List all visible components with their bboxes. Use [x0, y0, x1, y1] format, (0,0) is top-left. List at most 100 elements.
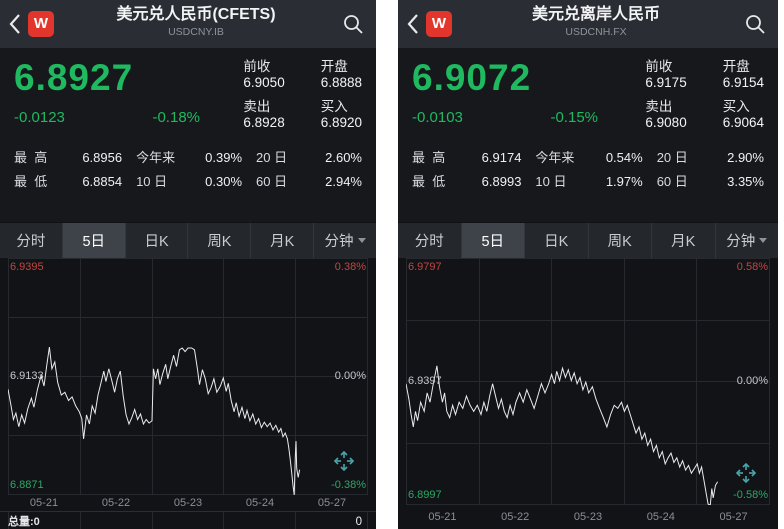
change-row: -0.0103 -0.15%	[412, 109, 598, 126]
stat-label: 最 低	[412, 174, 446, 189]
price-change-pct: -0.15%	[550, 109, 598, 126]
chart-low-price-label: 6.8997	[408, 489, 442, 501]
chart-high-pct-label: 0.38%	[334, 261, 366, 273]
date-tick: 05-27	[719, 511, 748, 523]
spacer	[398, 206, 778, 222]
field-label: 前收	[645, 59, 673, 74]
back-chevron-icon[interactable]	[8, 13, 22, 35]
instrument-code: USDCNY.IB	[168, 26, 224, 38]
change-row: -0.0123 -0.18%	[14, 109, 200, 126]
tab-5day[interactable]: 5日	[62, 223, 126, 258]
tab-label: 分钟	[324, 234, 354, 250]
stat-label: 最 低	[14, 174, 48, 189]
field-bid: 买入 6.8920	[321, 99, 362, 134]
wind-app-logo: W	[426, 11, 452, 37]
stat-value: 1.97%	[605, 174, 643, 189]
tab-minute-line[interactable]: 分时	[0, 223, 63, 258]
stat-value: 0.30%	[205, 174, 243, 189]
quote-fields: 前收 6.9175 开盘 6.9154 卖出 6.9080 买入 6.9064	[645, 58, 764, 134]
instrument-code: USDCNH.FX	[565, 26, 627, 38]
field-label: 买入	[722, 99, 750, 114]
chevron-down-icon	[759, 238, 768, 243]
wind-app-logo: W	[28, 11, 54, 37]
date-tick: 05-22	[501, 511, 530, 523]
stat-label: 60 日	[656, 174, 688, 189]
date-tick: 05-22	[101, 497, 131, 509]
stat-label: 20 日	[656, 150, 688, 165]
five-day-chart[interactable]: 6.9395 0.38% 6.9133 0.00% 6.8871 -0.38%	[0, 258, 376, 495]
back-chevron-icon[interactable]	[406, 13, 420, 35]
stat-value: 6.8993	[481, 174, 522, 189]
header-bar: W 美元兑人民币(CFETS) USDCNY.IB	[0, 0, 376, 48]
date-tick: 05-23	[573, 511, 603, 523]
chart-mid-pct-label: 0.00%	[736, 374, 768, 387]
price-block: 6.9072 -0.0103 -0.15%	[412, 58, 608, 134]
tab-monthly-k[interactable]: 月K	[652, 223, 716, 258]
date-tick: 05-21	[428, 511, 457, 523]
stat-label: 最 高	[14, 150, 48, 165]
header-title-block: 美元兑离岸人民币 USDCNH.FX	[458, 4, 734, 39]
date-tick: 05-23	[173, 497, 203, 509]
price-change: -0.0123	[14, 109, 65, 126]
stats-row: 最 低 6.8854 10 日 0.30% 60 日 2.94%	[14, 170, 362, 194]
stat-label: 今年来	[136, 150, 176, 165]
search-icon[interactable]	[744, 13, 766, 35]
tab-monthly-k[interactable]: 月K	[251, 223, 315, 258]
date-tick: 05-21	[29, 497, 59, 509]
stat-value: 2.60%	[325, 150, 362, 165]
chart-low-pct-label: -0.58%	[733, 489, 768, 501]
stat-value: 2.90%	[727, 150, 764, 165]
price-line-plot[interactable]	[8, 258, 368, 495]
field-value: 6.9154	[722, 75, 764, 90]
field-value: 6.8888	[320, 75, 362, 90]
stats-row: 最 低 6.8993 10 日 1.97% 60 日 3.35%	[412, 170, 764, 194]
pan-arrows-icon[interactable]	[734, 461, 758, 485]
header-bar: W 美元兑离岸人民币 USDCNH.FX	[398, 0, 778, 48]
quote-screen-usdcnh: W 美元兑离岸人民币 USDCNH.FX 6.9072 -0.0103 -0.1…	[398, 0, 778, 529]
stat-value: 6.8956	[82, 150, 123, 165]
spacer	[0, 206, 376, 222]
stat-value: 0.39%	[205, 150, 243, 165]
tab-daily-k[interactable]: 日K	[525, 223, 589, 258]
tab-minute-line[interactable]: 分时	[398, 223, 462, 258]
field-value: 6.9080	[645, 115, 687, 130]
date-tick: 05-27	[317, 497, 347, 509]
tab-weekly-k[interactable]: 周K	[589, 223, 652, 258]
field-prev-close: 前收 6.9175	[645, 59, 686, 94]
tab-minutes-dropdown[interactable]: 分钟	[314, 223, 376, 258]
stat-label: 最 高	[412, 150, 446, 165]
total-volume-label: 总量:0	[8, 516, 40, 528]
field-label: 买入	[320, 99, 348, 114]
field-ask: 卖出 6.8928	[243, 99, 284, 134]
last-price: 6.9072	[412, 57, 532, 98]
tab-daily-k[interactable]: 日K	[126, 223, 189, 258]
price-change-pct: -0.18%	[152, 109, 200, 126]
field-label: 开盘	[320, 59, 348, 74]
field-label: 前收	[243, 59, 271, 74]
stat-value: 6.9174	[481, 150, 522, 165]
instrument-title: 美元兑离岸人民币	[531, 6, 660, 23]
price-block: 6.8927 -0.0123 -0.18%	[14, 58, 210, 134]
field-label: 开盘	[722, 59, 750, 74]
chart-low-price-label: 6.8871	[10, 479, 44, 491]
field-value: 6.9050	[243, 75, 285, 90]
chart-mid-price-label: 6.9397	[408, 374, 442, 387]
search-icon[interactable]	[342, 13, 364, 35]
stats-block: 最 高 6.9174 今年来 0.54% 20 日 2.90% 最 低 6.8993 1…	[398, 134, 778, 206]
stat-value: 2.94%	[325, 174, 362, 189]
stat-label: 10 日	[535, 174, 567, 189]
field-value: 6.9175	[645, 75, 687, 90]
price-line-plot[interactable]	[406, 258, 770, 505]
period-tab-bar: 分时 5日 日K 周K 月K 分钟	[398, 222, 778, 258]
tab-weekly-k[interactable]: 周K	[188, 223, 252, 258]
five-day-chart[interactable]: 6.9797 0.58% 6.9397 0.00% 6.8997 -0.58%	[398, 258, 778, 505]
tab-5day[interactable]: 5日	[461, 223, 525, 258]
tab-minutes-dropdown[interactable]: 分钟	[716, 223, 779, 258]
pan-arrows-icon[interactable]	[332, 449, 356, 473]
chart-high-pct-label: 0.58%	[736, 261, 768, 273]
quote-block: 6.9072 -0.0103 -0.15% 前收 6.9175 开盘 6.915…	[398, 48, 778, 134]
stats-row: 最 高 6.8956 今年来 0.39% 20 日 2.60%	[14, 146, 362, 170]
field-open: 开盘 6.9154	[723, 59, 764, 94]
field-label: 卖出	[645, 99, 673, 114]
